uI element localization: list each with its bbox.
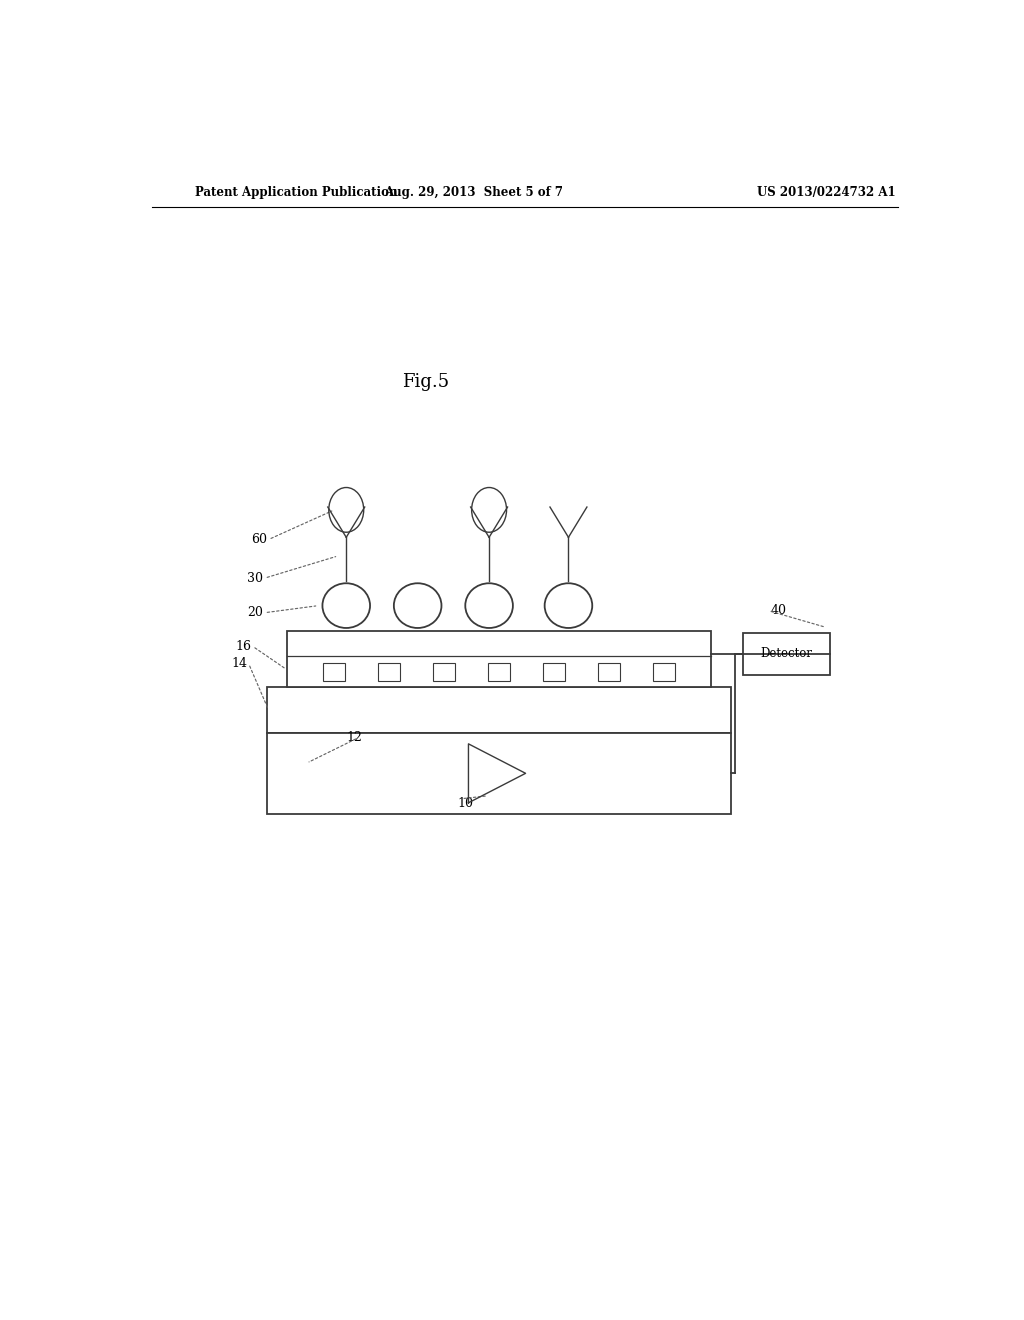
Bar (323, 663, 345, 681)
Bar (653, 663, 675, 681)
Text: 14: 14 (231, 657, 247, 671)
Text: 16: 16 (234, 640, 251, 653)
Text: 10: 10 (458, 797, 473, 810)
Bar (598, 663, 621, 681)
Text: 40: 40 (771, 605, 786, 618)
Bar (287, 631, 712, 686)
Bar (743, 632, 830, 676)
Text: US 2013/0224732 A1: US 2013/0224732 A1 (757, 186, 896, 199)
Bar (433, 663, 455, 681)
Bar (487, 663, 510, 681)
Text: 12: 12 (346, 731, 362, 744)
Text: 30: 30 (247, 572, 263, 585)
Text: 20: 20 (247, 606, 263, 619)
Text: Fig.5: Fig.5 (402, 374, 450, 391)
Text: Detector: Detector (761, 647, 813, 660)
Bar (267, 686, 731, 733)
Bar (543, 663, 565, 681)
Text: Patent Application Publication: Patent Application Publication (196, 186, 398, 199)
Bar (378, 663, 400, 681)
Text: Aug. 29, 2013  Sheet 5 of 7: Aug. 29, 2013 Sheet 5 of 7 (384, 186, 563, 199)
Text: 60: 60 (251, 533, 267, 546)
Bar (267, 733, 731, 814)
